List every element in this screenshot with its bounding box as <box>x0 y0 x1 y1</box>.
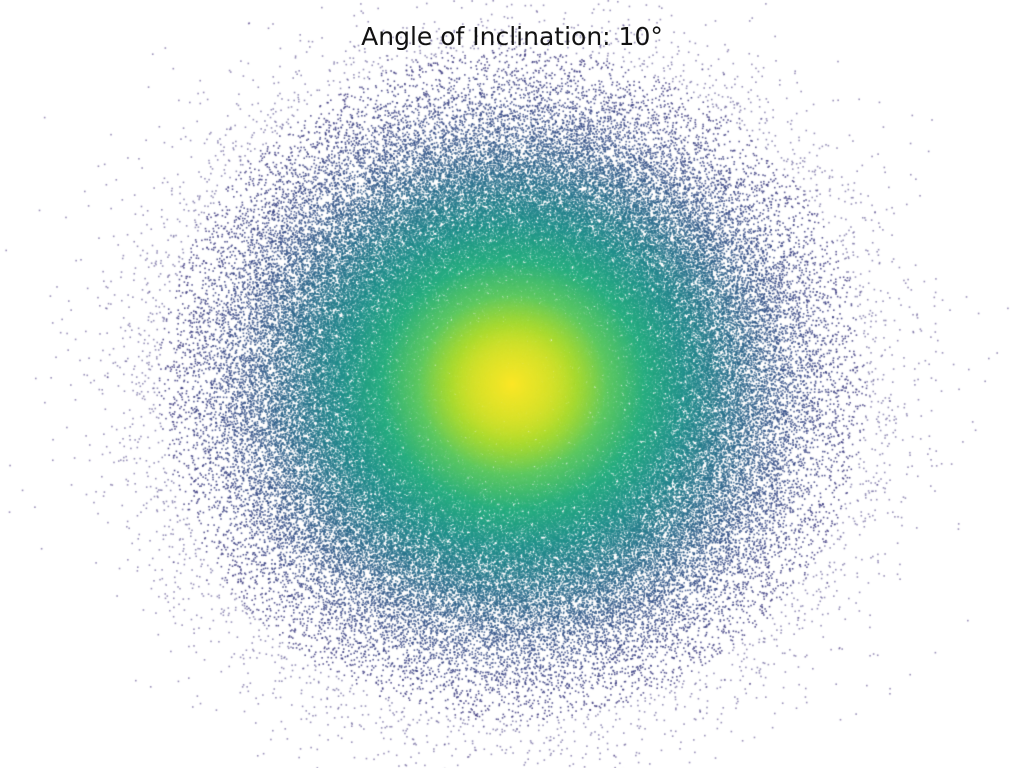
scatter-points <box>0 0 1024 768</box>
plot-area: Angle of Inclination: 10° <box>0 0 1024 768</box>
